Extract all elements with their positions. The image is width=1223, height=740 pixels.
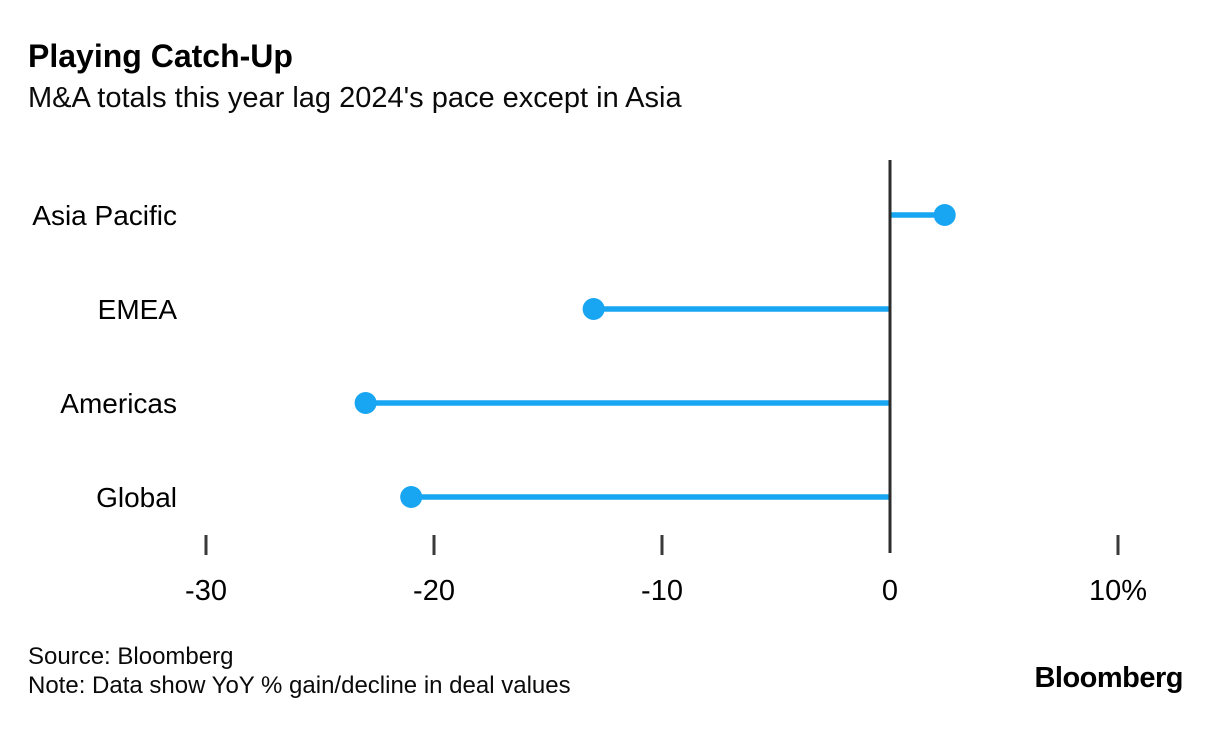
tick-label: -10 bbox=[641, 575, 683, 607]
chart-footnotes: Source: Bloomberg Note: Data show YoY % … bbox=[28, 642, 571, 700]
chart-header: Playing Catch-Up M&A totals this year la… bbox=[28, 38, 682, 116]
tick-label: 10% bbox=[1089, 575, 1147, 607]
lollipop-chart: Asia Pacific EMEA Americas Global -30 -20 -10 0… bbox=[32, 160, 1147, 607]
source-text: Source: Bloomberg bbox=[28, 643, 234, 670]
category-label: Americas bbox=[60, 388, 177, 419]
tick-label: 0 bbox=[882, 575, 898, 607]
bloomberg-logo: Bloomberg bbox=[1034, 662, 1183, 694]
category-label: Asia Pacific bbox=[32, 200, 177, 231]
category-label: EMEA bbox=[98, 294, 178, 325]
lollipop-dot bbox=[354, 392, 377, 414]
tick-label: -30 bbox=[185, 575, 227, 607]
category-label: Global bbox=[96, 482, 177, 513]
lollipop-dot bbox=[582, 298, 605, 320]
tick-label: -20 bbox=[413, 575, 455, 607]
chart-title: Playing Catch-Up bbox=[28, 38, 293, 74]
lollipop-dot bbox=[933, 204, 956, 226]
note-text: Note: Data show YoY % gain/decline in de… bbox=[28, 672, 571, 699]
lollipop-dot bbox=[400, 486, 423, 508]
chart-subtitle: M&A totals this year lag 2024's pace exc… bbox=[28, 81, 682, 114]
